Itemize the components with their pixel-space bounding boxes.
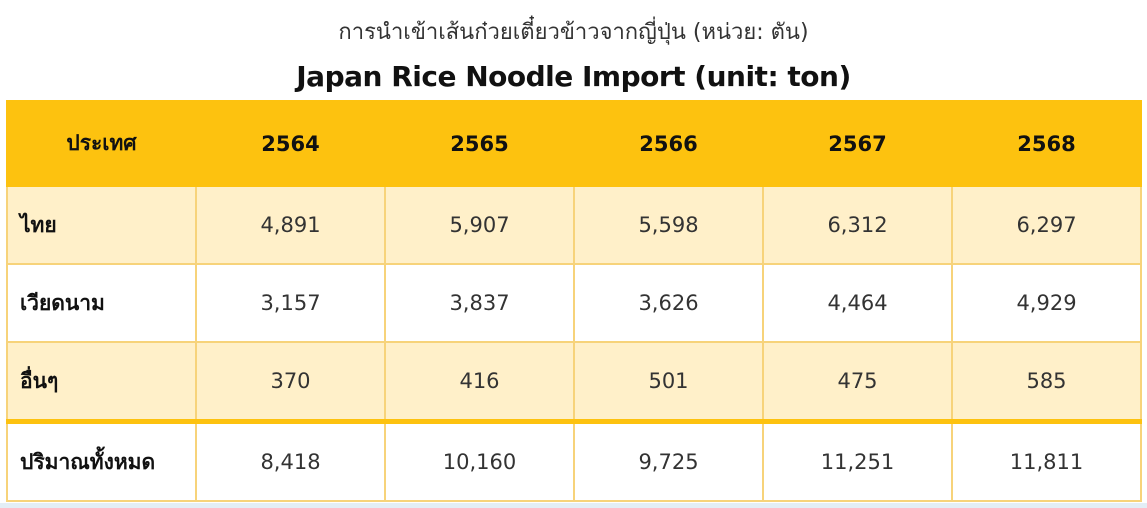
table-row: ไทย 4,891 5,907 5,598 6,312 6,297 bbox=[6, 185, 1142, 265]
row-label: เวียดนาม bbox=[6, 263, 197, 343]
cell: 3,157 bbox=[195, 263, 386, 343]
cell: 5,907 bbox=[384, 185, 575, 265]
cell: 4,891 bbox=[195, 185, 386, 265]
header-country: ประเทศ bbox=[6, 100, 197, 187]
cell: 5,598 bbox=[573, 185, 764, 265]
header-year: 2565 bbox=[384, 100, 575, 187]
cell: 501 bbox=[573, 341, 764, 423]
total-row: ปริมาณทั้งหมด 8,418 10,160 9,725 11,251 … bbox=[6, 419, 1142, 502]
title-thai: การนำเข้าเส้นก๋วยเตี๋ยวข้าวจากญี่ปุ่น (ห… bbox=[338, 20, 809, 45]
header-year: 2568 bbox=[951, 100, 1142, 187]
cell: 6,312 bbox=[762, 185, 953, 265]
cell: 3,837 bbox=[384, 263, 575, 343]
cell: 6,297 bbox=[951, 185, 1142, 265]
row-label: ไทย bbox=[6, 185, 197, 265]
cell: 370 bbox=[195, 341, 386, 423]
import-table: ประเทศ 2564 2565 2566 2567 2568 ไทย 4,89… bbox=[6, 100, 1142, 502]
cell: 4,464 bbox=[762, 263, 953, 343]
header-year: 2567 bbox=[762, 100, 953, 187]
header-row: ประเทศ 2564 2565 2566 2567 2568 bbox=[6, 100, 1142, 187]
cell: 585 bbox=[951, 341, 1142, 423]
table-row: อื่นๆ 370 416 501 475 585 bbox=[6, 341, 1142, 423]
cell: 4,929 bbox=[951, 263, 1142, 343]
title-english: Japan Rice Noodle Import (unit: ton) bbox=[296, 60, 851, 93]
total-cell: 9,725 bbox=[573, 419, 764, 502]
row-label: อื่นๆ bbox=[6, 341, 197, 423]
header-year: 2566 bbox=[573, 100, 764, 187]
total-cell: 8,418 bbox=[195, 419, 386, 502]
table-row: เวียดนาม 3,157 3,837 3,626 4,464 4,929 bbox=[6, 263, 1142, 343]
total-label: ปริมาณทั้งหมด bbox=[6, 419, 197, 502]
bottom-strip bbox=[0, 503, 1147, 508]
total-cell: 11,251 bbox=[762, 419, 953, 502]
total-cell: 11,811 bbox=[951, 419, 1142, 502]
header-year: 2564 bbox=[195, 100, 386, 187]
total-cell: 10,160 bbox=[384, 419, 575, 502]
cell: 416 bbox=[384, 341, 575, 423]
cell: 3,626 bbox=[573, 263, 764, 343]
cell: 475 bbox=[762, 341, 953, 423]
